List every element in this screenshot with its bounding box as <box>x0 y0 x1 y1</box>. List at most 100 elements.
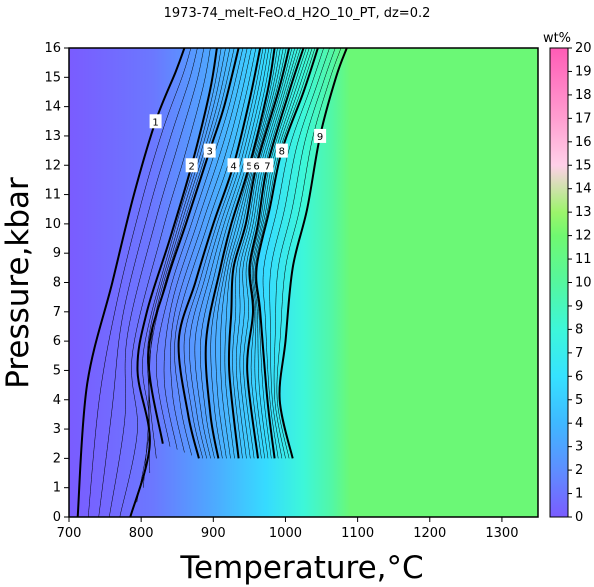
contour-label: 4 <box>230 161 236 172</box>
major-contour-line <box>246 48 305 459</box>
contour-labels: 1 2 3 4 5 6 78 9 <box>149 114 327 173</box>
contour-label-bg <box>227 158 240 173</box>
minor-contour-line <box>243 48 301 459</box>
chart-title: 1973-74_melt-FeO.d_H2O_10_PT, dz=0.2 <box>164 6 431 21</box>
x-axis-ticks: 700 800 900 1000 1100 1200 1300 <box>57 517 518 541</box>
y-tick-label: 8 <box>53 276 61 291</box>
contour-label-bg <box>203 143 216 158</box>
minor-contour-line <box>276 48 342 459</box>
minor-contour-line <box>136 48 222 503</box>
minor-contour-line <box>189 48 267 459</box>
colorbar-tick-label: 8 <box>575 322 583 337</box>
minor-contour-line <box>210 48 278 459</box>
minor-contour-line <box>254 48 316 459</box>
minor-contour-line <box>273 48 336 459</box>
colorbar-tick-label: 11 <box>575 252 592 267</box>
major-contour-line <box>204 48 276 459</box>
colorbar-tick-label: 10 <box>575 276 592 291</box>
x-tick-label: 1100 <box>341 526 374 541</box>
y-tick-label: 3 <box>53 422 61 437</box>
y-tick-label: 14 <box>44 100 61 115</box>
minor-contour-line <box>200 48 273 459</box>
minor-contour-line <box>250 48 307 459</box>
y-tick-label: 7 <box>53 305 61 320</box>
minor-contour-line <box>170 48 252 453</box>
colorbar-tick-label: 9 <box>575 299 583 314</box>
minor-contour-line <box>87 48 192 517</box>
x-tick-label: 800 <box>129 526 154 541</box>
contour-label: 6 <box>253 161 259 172</box>
minor-contour-line <box>224 48 287 459</box>
minor-contour-line <box>194 48 270 459</box>
x-axis-label: Temperature,°C <box>179 550 423 586</box>
minor-contour-line <box>215 48 281 459</box>
minor-contour-line <box>220 48 284 459</box>
colorbar-tick-label: 17 <box>575 111 592 126</box>
minor-contour-line <box>98 48 198 517</box>
minor-contour-line <box>183 48 264 459</box>
y-tick-label: 9 <box>53 246 61 261</box>
minor-contour-line <box>251 48 310 459</box>
minor-contour-line <box>269 48 330 459</box>
contour-label-bg <box>275 143 288 158</box>
y-tick-label: 16 <box>44 41 61 56</box>
major-contours <box>76 48 348 517</box>
major-contour-line <box>255 48 319 459</box>
y-tick-label: 13 <box>44 129 61 144</box>
contour-label: 1 <box>152 117 158 128</box>
colorbar-tick-label: 20 <box>575 41 592 56</box>
minor-contour-line <box>232 48 293 459</box>
colorbar-tick-label: 18 <box>575 88 592 103</box>
x-tick-label: 1200 <box>413 526 446 541</box>
minor-contour-line <box>262 48 324 459</box>
minor-contour-line <box>253 48 313 459</box>
y-tick-label: 12 <box>44 158 61 173</box>
y-tick-label: 5 <box>53 363 61 378</box>
contour-label: 8 <box>279 147 285 158</box>
contour-label-bg <box>185 158 198 173</box>
minor-contours <box>87 48 342 517</box>
colorbar-tick-label: 0 <box>575 510 583 525</box>
major-contour-line <box>177 48 262 459</box>
plot-area: 1 2 3 4 5 6 78 9 <box>69 48 538 517</box>
y-axis-label: Pressure,kbar <box>0 177 36 389</box>
minor-contour-line <box>235 48 296 459</box>
colorbar-tick-label: 2 <box>575 463 583 478</box>
y-tick-label: 1 <box>53 481 61 496</box>
minor-contour-line <box>109 48 205 517</box>
contour-label-bg <box>261 158 274 173</box>
x-tick-label: 900 <box>201 526 226 541</box>
major-contour-line <box>147 48 240 444</box>
colorbar-tick-label: 7 <box>575 346 583 361</box>
colorbar-label: wt% <box>543 31 571 46</box>
contour-label-bg <box>314 128 327 143</box>
minor-contour-line <box>143 48 226 488</box>
contour-label-bg <box>250 158 263 173</box>
minor-contour-line <box>163 48 248 450</box>
y-tick-label: 15 <box>44 70 61 85</box>
colorbar-tick-label: 6 <box>575 369 583 384</box>
x-tick-label: 700 <box>57 526 82 541</box>
colorbar-tick-label: 16 <box>575 135 592 150</box>
colorbar-tick-label: 3 <box>575 440 583 455</box>
y-tick-label: 6 <box>53 334 61 349</box>
y-tick-label: 10 <box>44 217 61 232</box>
minor-contour-line <box>239 48 298 459</box>
colorbar-tick-label: 5 <box>575 393 583 408</box>
contour-label: 7 <box>264 161 270 172</box>
colorbar-tick-label: 1 <box>575 487 583 502</box>
contour-label: 9 <box>317 132 323 143</box>
minor-contour-line <box>174 48 257 456</box>
colorbar-tick-label: 14 <box>575 182 592 197</box>
contour-label: 2 <box>188 161 194 172</box>
y-tick-label: 2 <box>53 451 61 466</box>
contour-label: 5 <box>246 161 252 172</box>
x-tick-label: 1300 <box>485 526 518 541</box>
x-tick-label: 1000 <box>269 526 302 541</box>
contour-label-bg <box>149 114 162 129</box>
y-tick-label: 0 <box>53 510 61 525</box>
